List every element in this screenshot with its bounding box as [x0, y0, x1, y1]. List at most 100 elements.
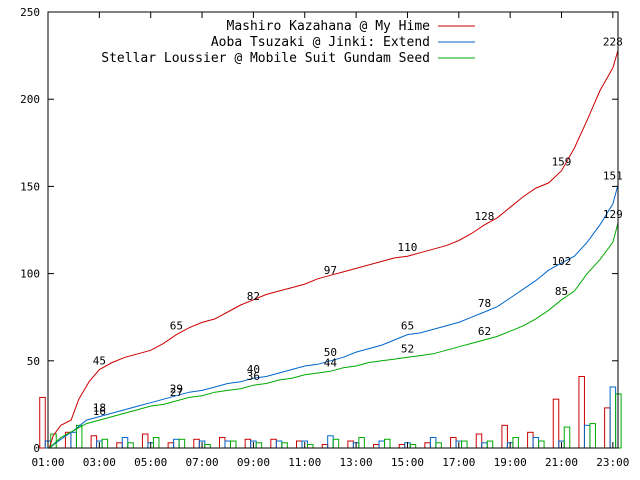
y-tick-label: 250	[20, 6, 40, 19]
axes: 0 50 100 150 200 250 01:00 03:00 05:00 07:00 09:00…	[20, 6, 629, 469]
hourly-bar	[450, 437, 457, 449]
data-label: 82	[247, 290, 260, 303]
hourly-bar	[475, 433, 483, 449]
data-label: 45	[93, 355, 106, 368]
hourly-bar	[609, 386, 617, 449]
data-label: 40	[247, 363, 260, 376]
hourly-bar	[409, 444, 417, 449]
data-label: 78	[478, 297, 491, 310]
hourly-bar	[39, 396, 46, 449]
hourly-bar	[307, 444, 314, 449]
hourly-bar	[583, 424, 591, 449]
hourly-bar	[532, 437, 540, 449]
hourly-bar	[229, 440, 237, 449]
hourly-bar	[378, 440, 386, 449]
hourly-bar	[398, 444, 406, 449]
hourly-bar	[538, 440, 545, 449]
series-line	[48, 222, 619, 449]
hourly-bar	[512, 437, 519, 449]
hourly-bar	[589, 423, 596, 449]
hourly-bar	[178, 438, 186, 449]
x-tick-label: 15:00	[391, 456, 424, 469]
hourly-bar	[435, 442, 442, 449]
y-tick-label: 200	[20, 93, 40, 106]
x-tick-label: 13:00	[340, 456, 373, 469]
plot-frame	[47, 11, 619, 449]
hourly-bar	[255, 442, 263, 449]
hourly-bar	[481, 442, 488, 449]
data-label: 128	[475, 210, 495, 223]
hourly-bar	[578, 375, 585, 449]
legend-label: Aoba Tsuzaki @ Jinki: Extend	[211, 35, 430, 50]
hourly-bar	[270, 438, 277, 449]
data-label: 129	[603, 208, 623, 221]
y-tick-label: 100	[20, 268, 40, 281]
hourly-bar	[321, 444, 329, 449]
series-line	[48, 184, 619, 449]
hourly-bar	[358, 437, 365, 449]
data-label: 110	[398, 241, 418, 254]
data-label: 50	[324, 346, 337, 359]
x-tick-label: 01:00	[31, 456, 64, 469]
hourly-bar	[424, 442, 431, 449]
data-label: 27	[170, 386, 183, 399]
x-tick-label: 19:00	[494, 456, 527, 469]
hourly-bar	[244, 438, 252, 449]
data-label: 18	[93, 402, 106, 415]
data-label: 85	[555, 285, 568, 298]
legend-label: Stellar Loussier @ Mobile Suit Gundam Se…	[101, 51, 430, 66]
hourly-bar	[101, 438, 109, 449]
hourly-bar	[224, 440, 231, 449]
hourly-bar	[281, 442, 288, 449]
hourly-bar	[461, 440, 468, 449]
hourly-bar	[552, 398, 560, 449]
hourly-bar	[204, 444, 211, 449]
x-tick-label: 07:00	[185, 456, 218, 469]
data-label: 52	[401, 342, 414, 355]
data-label: 16	[93, 405, 106, 418]
cumulative-lines	[48, 50, 619, 449]
x-tick-label: 21:00	[545, 456, 578, 469]
y-tick-label: 0	[33, 442, 40, 455]
hourly-bar	[127, 442, 134, 449]
hourly-bar	[193, 438, 200, 449]
hourly-bar	[275, 440, 283, 449]
data-label: 228	[603, 35, 623, 48]
x-tick-label: 23:00	[596, 456, 629, 469]
hourly-bar	[347, 440, 354, 449]
legend-label: Mashiro Kazahana @ My Hime	[227, 19, 431, 34]
x-tick-label: 17:00	[442, 456, 475, 469]
hourly-bar	[563, 426, 571, 449]
data-label: 65	[170, 320, 183, 333]
hourly-bar	[486, 440, 494, 449]
x-tick-label: 05:00	[134, 456, 167, 469]
hourly-bar	[218, 437, 226, 449]
hourly-bar	[384, 438, 391, 449]
x-tick-label: 09:00	[237, 456, 270, 469]
hourly-bar	[167, 442, 175, 449]
hourly-bar	[116, 442, 123, 449]
hourly-bar	[332, 438, 340, 449]
hourly-bar	[152, 437, 160, 449]
data-label: 102	[552, 255, 572, 268]
data-label: 29	[170, 382, 183, 395]
x-tick-label: 11:00	[288, 456, 321, 469]
hourly-bar	[90, 435, 98, 449]
data-labels: 45 65 82 97 110 128 159 228 18 29 40 50 65 78 102 151 16…	[93, 35, 623, 418]
hourly-bar	[173, 438, 180, 449]
data-label: 65	[401, 320, 414, 333]
hourly-bar	[296, 440, 303, 449]
hourly-bar	[527, 431, 534, 449]
data-label: 62	[478, 325, 491, 338]
series-line	[48, 50, 619, 449]
y-tick-label: 150	[20, 180, 40, 193]
data-label: 97	[324, 264, 337, 277]
data-label: 44	[324, 356, 338, 369]
y-tick-label: 50	[27, 355, 40, 368]
x-tick-label: 03:00	[83, 456, 116, 469]
hourly-bar	[429, 437, 437, 449]
data-label: 159	[552, 156, 572, 169]
hourly-bar	[121, 437, 129, 449]
